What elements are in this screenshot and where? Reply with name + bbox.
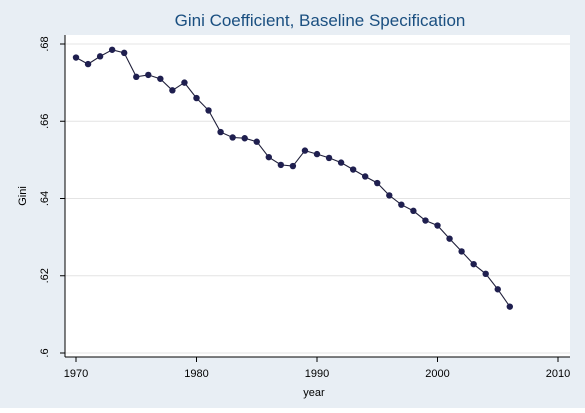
data-point <box>145 71 152 79</box>
data-point <box>253 138 260 145</box>
data-point <box>96 53 104 60</box>
data-point <box>398 201 405 208</box>
data-point <box>386 192 393 199</box>
data-point <box>84 60 92 68</box>
y-axis-ticks: .6 .62 .64 .66 .68 <box>39 36 65 358</box>
data-point <box>121 49 128 57</box>
data-point <box>446 235 453 242</box>
plot-area <box>65 35 570 357</box>
data-point <box>241 135 248 142</box>
data-point <box>458 248 465 255</box>
data-point <box>422 217 429 224</box>
x-tick-label: 1990 <box>305 368 329 380</box>
data-point <box>205 107 212 114</box>
data-point <box>349 166 357 173</box>
data-point <box>494 286 501 293</box>
data-point <box>337 159 345 166</box>
x-tick-label: 2000 <box>425 368 449 380</box>
data-point <box>374 179 381 187</box>
data-point <box>193 94 200 102</box>
chart-title: Gini Coefficient, Baseline Specification <box>175 11 466 30</box>
data-point <box>265 153 272 161</box>
data-point <box>482 270 489 278</box>
data-point <box>313 150 321 158</box>
x-tick-label: 2010 <box>546 368 570 380</box>
x-axis-label: year <box>303 387 325 399</box>
data-point <box>72 54 80 61</box>
y-tick-label: .62 <box>39 268 51 283</box>
y-axis-label: Gini <box>17 186 29 206</box>
data-point <box>470 260 477 268</box>
data-point <box>325 154 333 162</box>
data-point <box>181 79 188 86</box>
data-point <box>157 75 164 82</box>
y-tick-label: .64 <box>39 191 51 206</box>
data-point <box>506 303 513 310</box>
data-point <box>410 207 417 215</box>
y-tick-label: .68 <box>39 36 51 51</box>
data-point <box>133 73 140 81</box>
y-tick-label: .6 <box>39 348 51 357</box>
y-tick-label: .66 <box>39 114 51 129</box>
data-series <box>72 46 513 310</box>
data-point <box>434 222 441 229</box>
x-axis-ticks: 1970 1980 1990 2000 2010 <box>64 357 570 380</box>
x-tick-label: 1970 <box>64 368 88 380</box>
data-point <box>277 161 285 169</box>
data-point <box>108 46 116 53</box>
data-point <box>217 128 224 136</box>
data-point <box>289 162 297 170</box>
data-point <box>169 87 176 94</box>
data-point <box>229 134 236 141</box>
data-point <box>362 173 369 180</box>
data-point <box>301 147 309 154</box>
x-tick-label: 1980 <box>184 368 208 380</box>
